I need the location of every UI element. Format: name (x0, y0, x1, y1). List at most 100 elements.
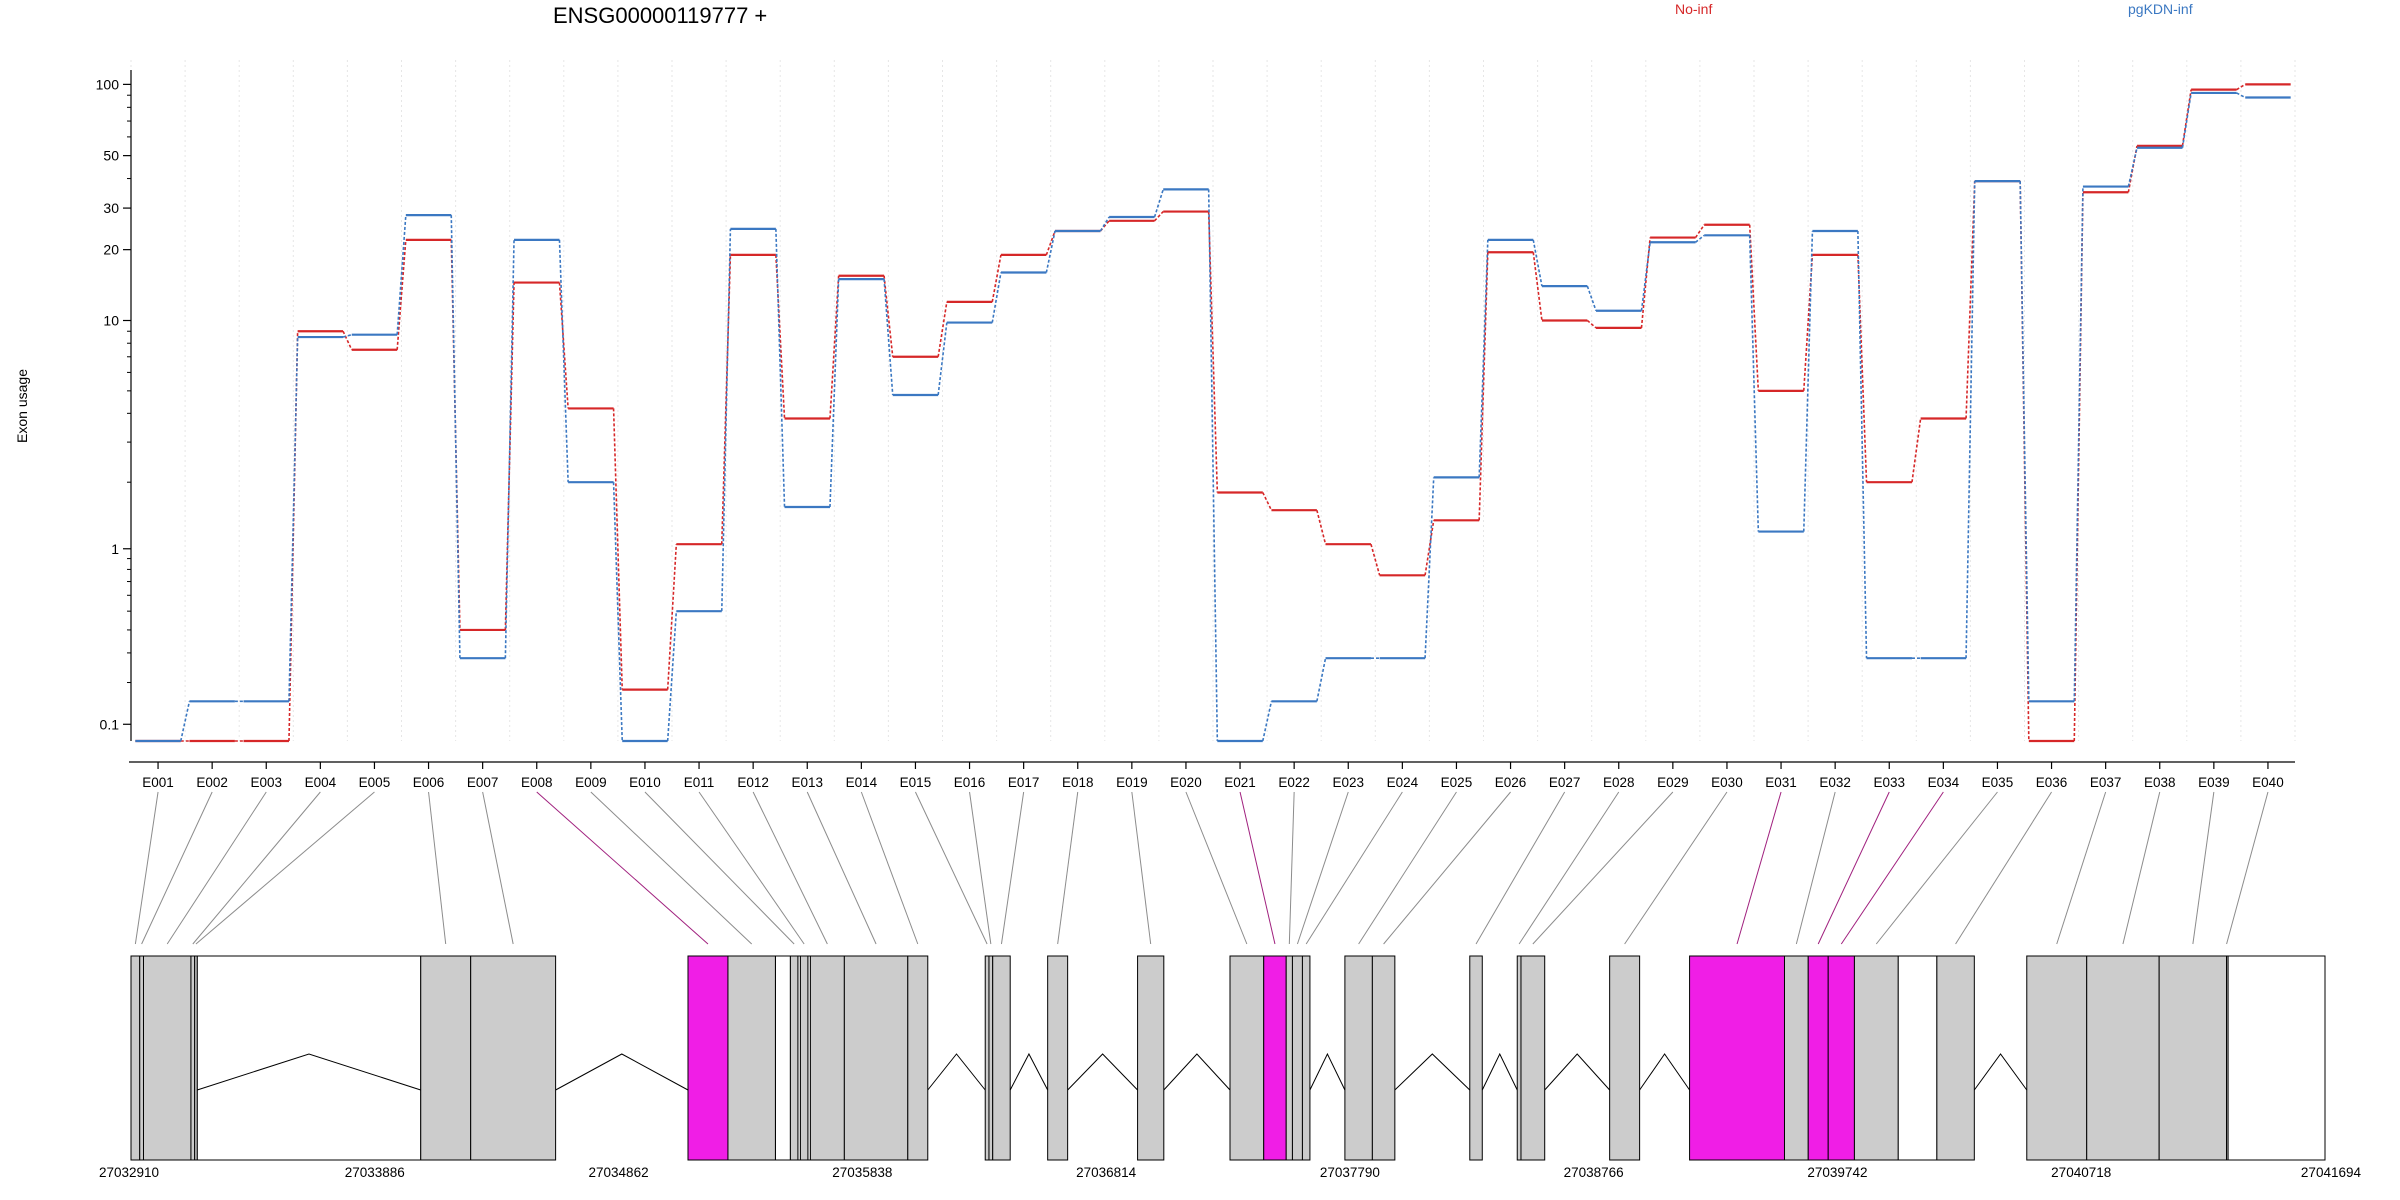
series-connector (666, 611, 678, 742)
x-tick-label-e017: E017 (1008, 775, 1040, 790)
coordinate-label: 27037790 (1320, 1165, 1380, 1180)
x-tick-label-e039: E039 (2198, 775, 2230, 790)
x-tick-label-e029: E029 (1657, 775, 1689, 790)
exon-connectors (134, 791, 2269, 945)
exon-connector (1000, 791, 1025, 945)
x-tick-label-e037: E037 (2090, 775, 2122, 790)
series-connector (1045, 230, 1056, 273)
genomic-coordinates: 27032910 27033886 27034862 27035838 27036814… (99, 1165, 2361, 1180)
series-connector (883, 279, 894, 396)
x-tick-label-e003: E003 (250, 775, 282, 790)
series-connector (2019, 181, 2030, 702)
series-connector (1748, 224, 1760, 391)
intron-line (1544, 1053, 1611, 1091)
intron-line (1067, 1053, 1138, 1091)
series-connector (1748, 235, 1760, 532)
series-connector (1099, 216, 1110, 232)
exon-box-e034 (1827, 955, 1855, 1161)
exon-connector (1955, 791, 2052, 945)
exon-box-e035 (1853, 955, 1899, 1161)
series-connector (2236, 83, 2246, 91)
series-connector (342, 330, 353, 351)
y-tick-label: 20 (103, 242, 119, 258)
exon-connector (166, 791, 267, 945)
exon-box-e033 (1807, 955, 1829, 1161)
x-tick-label-e035: E035 (1982, 775, 2014, 790)
exon-box-e017 (992, 955, 1011, 1161)
x-tick-label-e032: E032 (1819, 775, 1851, 790)
intron-line (1639, 1053, 1690, 1091)
x-tick-label-e001: E001 (142, 775, 174, 790)
coordinate-label: 27040718 (2051, 1165, 2111, 1180)
y-tick-label: 50 (103, 148, 119, 164)
exon-connector (1358, 791, 1457, 945)
coordinate-label: 27036814 (1076, 1165, 1137, 1180)
series-connector (2236, 92, 2246, 99)
intron-region (1897, 955, 1938, 1161)
intron-line (1309, 1052, 1346, 1091)
intron-line (1481, 1052, 1518, 1091)
exon-box-e001 (130, 955, 141, 1161)
intron-region (774, 955, 791, 1161)
exon-connector (134, 791, 159, 945)
intron-line (1163, 1053, 1231, 1091)
exon-connector (1057, 791, 1079, 945)
exon-box-e024 (1301, 955, 1311, 1161)
exon-connector (1817, 791, 1890, 945)
exon-box-e002 (139, 955, 144, 1161)
x-tick-label-e024: E024 (1387, 775, 1419, 790)
exon-box-e036 (1936, 955, 1975, 1161)
series-connector (991, 272, 1002, 323)
exon-box-e009 (727, 955, 776, 1161)
x-tick-label-e021: E021 (1224, 775, 1256, 790)
x-tick-label-e023: E023 (1332, 775, 1364, 790)
series-connector (1640, 242, 1651, 311)
x-tick-label-e007: E007 (467, 775, 499, 790)
exon-box-e006 (420, 955, 472, 1161)
x-tick-label-e016: E016 (954, 775, 986, 790)
x-tick-label-e009: E009 (575, 775, 607, 790)
x-tick-label-e031: E031 (1765, 775, 1797, 790)
exon-connector (860, 791, 919, 945)
series-connector (720, 228, 732, 612)
exon-box-e038 (2086, 955, 2160, 1161)
y-tick-label: 1 (111, 541, 119, 557)
x-tick-label-e030: E030 (1711, 775, 1743, 790)
x-tick-label-e013: E013 (791, 775, 823, 790)
x-tick-label-e010: E010 (629, 775, 661, 790)
coordinate-label: 27041694 (2301, 1165, 2362, 1180)
series-connector (1370, 543, 1381, 576)
intron-line (555, 1053, 689, 1091)
x-tick-label-e004: E004 (305, 775, 337, 790)
series-pgkdn-inf (135, 91, 2291, 743)
x-tick-label-e036: E036 (2036, 775, 2068, 790)
series-connector (1911, 418, 1922, 483)
coordinate-label: 27034862 (589, 1165, 649, 1180)
exon-box-e007 (470, 955, 557, 1161)
exon-connector (806, 791, 877, 945)
x-tick-label-e014: E014 (846, 775, 878, 790)
x-tick-label-e026: E026 (1495, 775, 1527, 790)
legend-label-no-inf: No-inf (1675, 1, 1712, 17)
x-tick-label-e040: E040 (2252, 775, 2284, 790)
series-no-inf (135, 83, 2291, 743)
exon-box-e022 (1285, 955, 1293, 1161)
x-tick-label-e008: E008 (521, 775, 553, 790)
exon-connector (1840, 791, 1944, 945)
exon-box-e032 (1783, 955, 1809, 1161)
intron-line (197, 1053, 421, 1091)
x-tick-label-e027: E027 (1549, 775, 1581, 790)
intron-line (1009, 1052, 1049, 1091)
x-tick-label-e002: E002 (196, 775, 228, 790)
exon-connector (1185, 791, 1248, 945)
exon-connector (698, 791, 805, 945)
exon-connector (1288, 791, 1295, 945)
series-connector (937, 301, 948, 357)
series-connector (1532, 239, 1543, 287)
exon-box-e015 (984, 955, 990, 1161)
x-tick-label-e020: E020 (1170, 775, 1202, 790)
series-connector (1316, 658, 1327, 702)
series-connector (1262, 492, 1273, 511)
exon-box-e008 (687, 955, 729, 1161)
intron-region (2226, 955, 2326, 1161)
